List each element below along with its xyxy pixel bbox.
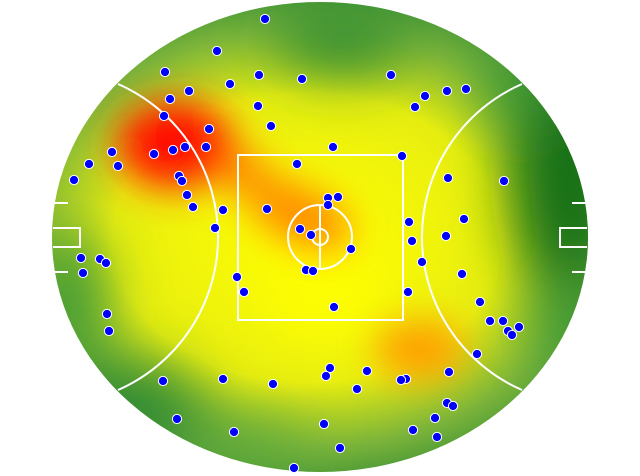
centre-square — [237, 154, 404, 321]
data-point — [324, 362, 336, 374]
data-point — [211, 45, 223, 57]
left-goal-square — [53, 227, 81, 248]
data-point — [259, 13, 271, 25]
data-point — [320, 370, 332, 382]
data-point — [187, 201, 199, 213]
data-point — [431, 431, 443, 443]
data-point — [506, 329, 518, 341]
data-point — [101, 308, 113, 320]
data-point — [409, 101, 421, 113]
data-point — [396, 150, 408, 162]
data-point — [112, 160, 124, 172]
data-point — [345, 243, 357, 255]
data-point — [351, 383, 363, 395]
data-point — [328, 301, 340, 313]
data-point — [203, 123, 215, 135]
data-point — [327, 141, 339, 153]
data-point — [429, 412, 441, 424]
data-point — [416, 256, 428, 268]
data-point — [148, 148, 160, 160]
data-point — [406, 235, 418, 247]
data-point — [159, 66, 171, 78]
data-point — [361, 365, 373, 377]
data-point — [75, 252, 87, 264]
data-point — [307, 265, 319, 277]
data-point — [471, 348, 483, 360]
data-point — [385, 69, 397, 81]
data-point — [456, 268, 468, 280]
data-point — [332, 191, 344, 203]
data-point — [231, 271, 243, 283]
data-point — [441, 85, 453, 97]
data-point — [407, 424, 419, 436]
data-point — [261, 203, 273, 215]
right-arc — [420, 83, 523, 391]
data-point — [318, 418, 330, 430]
right-goal-square — [559, 227, 587, 248]
data-point — [106, 146, 118, 158]
data-point — [395, 374, 407, 386]
data-point — [442, 172, 454, 184]
data-point — [224, 78, 236, 90]
data-point — [157, 375, 169, 387]
data-point — [484, 315, 496, 327]
data-point — [200, 141, 212, 153]
data-point — [209, 222, 221, 234]
data-point — [176, 175, 188, 187]
data-point — [217, 204, 229, 216]
data-point — [171, 413, 183, 425]
data-point — [294, 223, 306, 235]
data-point — [458, 213, 470, 225]
points-layer — [68, 13, 525, 474]
data-point — [253, 69, 265, 81]
data-point — [443, 366, 455, 378]
data-point — [402, 286, 414, 298]
data-point — [334, 442, 346, 454]
data-point — [403, 216, 415, 228]
data-point — [238, 286, 250, 298]
data-point — [419, 90, 431, 102]
data-point — [179, 141, 191, 153]
data-point — [77, 267, 89, 279]
data-point — [183, 85, 195, 97]
data-point — [267, 378, 279, 390]
data-point — [305, 229, 317, 241]
data-point — [460, 83, 472, 95]
data-point — [181, 189, 193, 201]
data-point — [497, 315, 509, 327]
data-point — [103, 325, 115, 337]
data-point — [513, 321, 525, 333]
data-point — [296, 73, 308, 85]
data-point — [158, 110, 170, 122]
data-point — [291, 158, 303, 170]
data-point — [322, 199, 334, 211]
data-point — [68, 174, 80, 186]
data-point — [83, 158, 95, 170]
data-point — [440, 230, 452, 242]
data-point — [217, 373, 229, 385]
data-point — [474, 296, 486, 308]
data-point — [228, 426, 240, 438]
data-point — [164, 93, 176, 105]
data-point — [498, 175, 510, 187]
data-point — [167, 144, 179, 156]
data-point — [265, 120, 277, 132]
data-point — [100, 257, 112, 269]
data-point — [252, 100, 264, 112]
data-point — [288, 462, 300, 474]
data-point — [447, 400, 459, 412]
